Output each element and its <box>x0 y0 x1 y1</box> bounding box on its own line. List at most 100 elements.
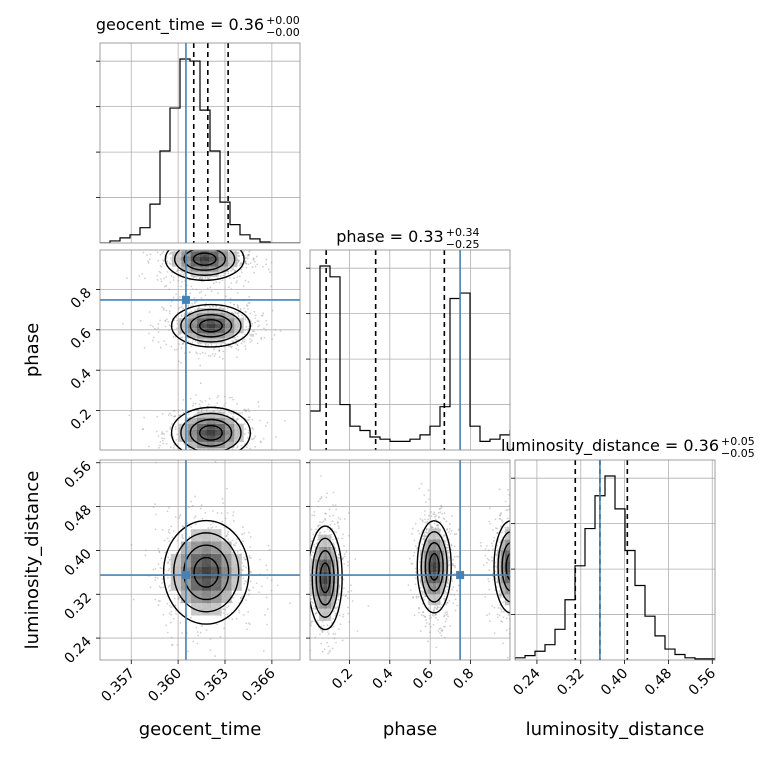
sample-point <box>204 352 207 355</box>
sample-point <box>526 535 528 537</box>
sample-point <box>452 562 455 565</box>
sample-point <box>226 533 229 535</box>
sample-point <box>182 452 184 454</box>
sample-point <box>226 613 229 616</box>
sample-point <box>174 516 177 518</box>
sample-point <box>260 585 263 588</box>
sample-point <box>174 428 177 431</box>
density-cell <box>218 256 229 262</box>
sample-point <box>194 495 196 498</box>
sample-point <box>513 572 515 574</box>
sample-point <box>194 402 197 405</box>
sample-point <box>339 623 342 626</box>
sample-point <box>170 613 173 616</box>
sample-point <box>174 604 177 607</box>
sample-point <box>193 516 196 519</box>
sample-point <box>499 596 502 599</box>
sample-point <box>217 236 219 238</box>
sample-point <box>177 456 179 458</box>
density-cell <box>206 328 216 334</box>
sample-point <box>198 245 200 247</box>
sample-point <box>438 515 441 518</box>
sample-point <box>524 598 526 600</box>
density-cell <box>221 566 232 579</box>
sample-point <box>156 274 159 277</box>
sample-point <box>265 319 268 322</box>
sample-point <box>171 423 174 425</box>
sample-point <box>499 592 501 595</box>
sample-point <box>232 514 234 517</box>
contour-line <box>198 318 223 333</box>
sample-point <box>451 564 454 567</box>
sample-point <box>237 316 240 318</box>
sample-point <box>204 454 206 456</box>
density-cell <box>206 435 216 442</box>
sample-point <box>204 305 207 308</box>
sample-point <box>176 644 179 647</box>
sample-point <box>519 575 521 577</box>
sample-point <box>430 526 433 529</box>
sample-point <box>433 609 435 611</box>
density-cell <box>200 256 210 262</box>
sample-point <box>335 508 338 511</box>
sample-point <box>212 521 215 524</box>
sample-point <box>248 410 251 413</box>
sample-point <box>179 622 182 624</box>
sample-point <box>493 536 496 539</box>
sample-point <box>347 606 349 609</box>
sample-point <box>521 550 523 552</box>
density-cell <box>215 318 225 324</box>
sample-point <box>515 529 517 531</box>
sample-point <box>428 623 431 625</box>
density-cell <box>234 429 244 436</box>
sample-point <box>511 540 513 542</box>
sample-point <box>253 436 256 439</box>
sample-point <box>447 559 450 562</box>
sample-point <box>318 633 321 636</box>
sample-point <box>211 239 213 241</box>
sample-point <box>200 408 203 411</box>
density-cell <box>215 435 225 442</box>
sample-point <box>245 599 248 601</box>
sample-point <box>205 410 208 412</box>
sample-point <box>443 615 445 618</box>
sample-point <box>173 409 176 412</box>
sample-point <box>223 395 226 398</box>
sample-point <box>331 538 334 541</box>
sample-point <box>428 614 431 617</box>
sample-point <box>256 320 259 322</box>
sample-point <box>186 522 189 524</box>
sample-point <box>202 460 204 462</box>
sample-point <box>176 348 179 351</box>
sample-point <box>195 626 198 629</box>
sample-point <box>190 240 192 242</box>
sample-point <box>219 247 221 249</box>
sample-point <box>231 396 233 399</box>
sample-point <box>157 563 160 566</box>
sample-point <box>498 614 501 617</box>
sample-point <box>239 262 242 264</box>
sample-point <box>501 531 503 534</box>
sample-point <box>254 435 257 438</box>
density-cell <box>211 578 222 591</box>
sample-point <box>313 545 316 548</box>
sample-point <box>521 586 523 588</box>
sample-point <box>144 277 146 280</box>
sample-point <box>444 620 447 623</box>
sample-point <box>513 565 515 567</box>
sample-point <box>446 527 449 530</box>
sample-point <box>259 440 262 443</box>
sample-point <box>245 581 248 584</box>
sample-point <box>220 232 222 234</box>
sample-point <box>206 475 208 477</box>
sample-point <box>177 279 180 282</box>
sample-point <box>157 547 160 550</box>
density-cell <box>221 590 232 604</box>
sample-point <box>341 594 344 597</box>
sample-point <box>197 634 199 637</box>
sample-point <box>209 354 212 357</box>
sample-point <box>187 241 189 243</box>
sample-point <box>230 239 232 241</box>
sample-point <box>442 534 445 537</box>
sample-point <box>517 600 519 602</box>
